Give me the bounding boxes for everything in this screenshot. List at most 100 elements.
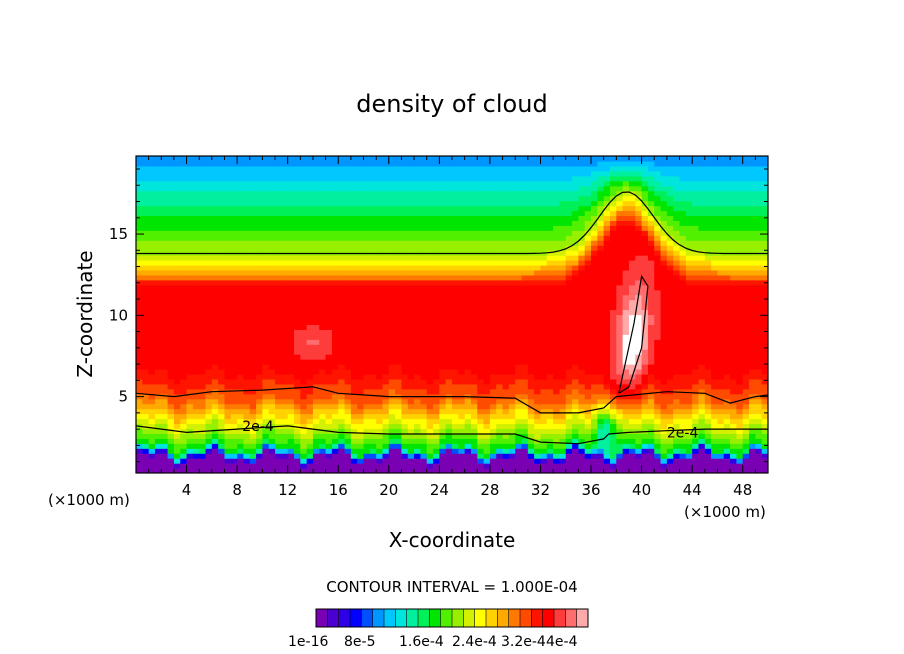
- field-cell: [382, 284, 390, 291]
- field-cell: [489, 235, 497, 241]
- field-cell: [148, 304, 156, 311]
- field-cell: [281, 438, 289, 444]
- field-cell: [433, 433, 440, 439]
- field-cell: [148, 170, 156, 177]
- field-cell: [268, 220, 276, 226]
- field-cell: [401, 329, 409, 335]
- field-cell: [597, 185, 605, 192]
- field-cell: [553, 433, 561, 439]
- field-cell: [502, 195, 510, 202]
- field-cell: [275, 428, 282, 434]
- field-cell: [382, 260, 390, 266]
- field-cell: [515, 344, 523, 350]
- field-cell: [445, 319, 453, 325]
- field-cell: [489, 344, 497, 350]
- field-cell: [502, 453, 510, 459]
- field-cell: [546, 354, 554, 360]
- field-cell: [319, 339, 327, 345]
- field-cell: [414, 354, 421, 360]
- field-cell: [161, 468, 169, 473]
- field-cell: [508, 220, 516, 226]
- field-cell: [426, 299, 434, 306]
- field-cell: [331, 398, 339, 405]
- field-cell: [287, 289, 295, 296]
- field-cell: [300, 230, 308, 236]
- field-cell: [136, 294, 143, 301]
- field-cell: [616, 423, 624, 430]
- field-cell: [407, 364, 415, 370]
- field-cell: [502, 260, 510, 266]
- field-cell: [420, 344, 428, 350]
- field-cell: [502, 398, 510, 405]
- field-cell: [237, 299, 245, 306]
- field-cell: [388, 403, 396, 410]
- field-cell: [350, 165, 358, 172]
- field-cell: [376, 364, 384, 370]
- field-cell: [306, 349, 314, 355]
- field-cell: [559, 299, 567, 306]
- field-cell: [477, 349, 485, 355]
- field-cell: [325, 294, 333, 301]
- field-cell: [331, 349, 339, 355]
- field-cell: [249, 299, 257, 306]
- field-cell: [610, 428, 617, 434]
- field-cell: [433, 309, 440, 316]
- field-cell: [281, 383, 289, 390]
- field-cell: [508, 393, 516, 400]
- field-cell: [597, 413, 605, 420]
- field-cell: [300, 383, 308, 390]
- field-cell: [376, 156, 384, 162]
- field-cell: [262, 383, 270, 390]
- field-cell: [610, 175, 617, 182]
- field-cell: [167, 329, 175, 335]
- field-cell: [388, 388, 396, 395]
- field-cell: [508, 274, 516, 281]
- field-cell: [256, 225, 263, 231]
- field-cell: [161, 403, 169, 410]
- field-cell: [268, 279, 276, 286]
- field-cell: [256, 215, 263, 221]
- field-cell: [275, 398, 282, 405]
- field-cell: [338, 309, 346, 316]
- field-cell: [338, 284, 346, 291]
- field-cell: [154, 279, 162, 286]
- field-cell: [186, 438, 194, 444]
- field-cell: [489, 250, 497, 256]
- field-cell: [565, 324, 573, 330]
- field-cell: [300, 235, 308, 241]
- field-cell: [173, 160, 181, 167]
- field-cell: [584, 438, 592, 444]
- field-cell: [148, 225, 156, 231]
- field-cell: [167, 359, 175, 365]
- field-cell: [167, 185, 175, 192]
- field-cell: [350, 448, 358, 454]
- field-cell: [275, 383, 282, 390]
- field-cell: [578, 453, 586, 459]
- field-cell: [407, 175, 415, 182]
- field-cell: [205, 383, 213, 390]
- field-cell: [331, 388, 339, 395]
- field-cell: [603, 314, 611, 321]
- field-cell: [268, 200, 276, 207]
- field-cell: [167, 438, 175, 444]
- field-cell: [572, 438, 579, 444]
- field-cell: [496, 205, 504, 212]
- field-cell: [161, 220, 169, 226]
- field-cell: [527, 428, 535, 434]
- field-cell: [603, 185, 611, 192]
- field-cell: [572, 314, 579, 321]
- field-cell: [211, 195, 219, 202]
- field-cell: [426, 294, 434, 301]
- field-cell: [154, 344, 162, 350]
- field-cell: [218, 329, 226, 335]
- field-cell: [294, 334, 301, 340]
- field-cell: [553, 378, 561, 385]
- field-cell: [262, 468, 270, 473]
- field-cell: [319, 190, 327, 197]
- field-cell: [281, 264, 289, 271]
- field-cell: [363, 388, 371, 395]
- field-cell: [420, 210, 428, 217]
- field-cell: [527, 438, 535, 444]
- field-cell: [142, 309, 150, 316]
- field-cell: [610, 349, 617, 355]
